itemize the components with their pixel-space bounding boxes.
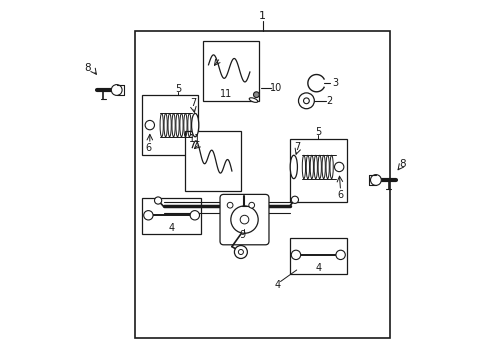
Text: 1: 1 <box>259 11 265 21</box>
Text: 4: 4 <box>315 263 321 273</box>
Circle shape <box>238 249 243 255</box>
Text: 6: 6 <box>337 190 343 200</box>
Bar <box>289 238 346 274</box>
Circle shape <box>227 202 232 208</box>
Bar <box>142 95 197 155</box>
Text: 7: 7 <box>294 141 300 152</box>
Bar <box>142 198 201 234</box>
Circle shape <box>154 197 162 204</box>
Circle shape <box>143 211 153 220</box>
Bar <box>203 41 258 101</box>
Text: 4: 4 <box>274 280 281 290</box>
Circle shape <box>253 92 259 98</box>
Circle shape <box>370 175 381 185</box>
Circle shape <box>111 85 122 95</box>
Circle shape <box>298 93 314 109</box>
Bar <box>185 131 241 191</box>
Circle shape <box>190 211 199 220</box>
Circle shape <box>240 215 248 224</box>
Text: 10: 10 <box>269 83 282 93</box>
Circle shape <box>248 202 254 208</box>
Circle shape <box>291 196 298 203</box>
Ellipse shape <box>191 113 199 137</box>
Circle shape <box>303 98 309 104</box>
Text: 3: 3 <box>331 78 338 88</box>
Text: 2: 2 <box>325 96 331 106</box>
Text: 8: 8 <box>399 159 406 169</box>
Text: 11: 11 <box>220 89 232 99</box>
Text: 8: 8 <box>84 63 91 73</box>
Text: 5: 5 <box>174 84 181 94</box>
Text: 5: 5 <box>315 127 321 137</box>
Text: 4: 4 <box>168 223 174 233</box>
Text: 6: 6 <box>145 143 151 153</box>
Ellipse shape <box>289 155 297 179</box>
Bar <box>134 31 389 338</box>
Circle shape <box>335 250 345 260</box>
Text: 9: 9 <box>239 230 244 240</box>
Circle shape <box>291 250 300 260</box>
Circle shape <box>230 206 258 233</box>
Text: 7: 7 <box>190 98 196 108</box>
Circle shape <box>234 246 247 258</box>
Bar <box>289 139 346 202</box>
FancyBboxPatch shape <box>220 194 268 245</box>
Ellipse shape <box>249 98 257 102</box>
Text: 11: 11 <box>189 134 201 144</box>
